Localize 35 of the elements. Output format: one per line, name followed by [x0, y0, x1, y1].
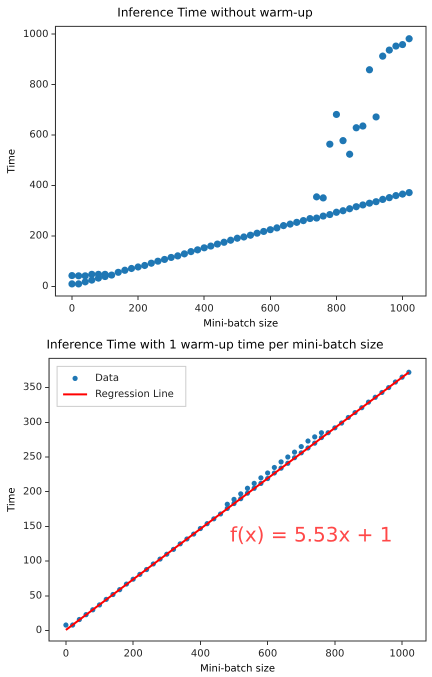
- x-tick-label: 400: [190, 648, 210, 660]
- y-tick-label: 200: [22, 486, 42, 498]
- x-tick-label: 400: [194, 304, 214, 315]
- annotation: f(x) = 5.53x + 1: [230, 522, 393, 547]
- chart-title: Inference Time without warm-up: [117, 5, 313, 20]
- y-tick-label: 50: [29, 590, 42, 602]
- x-tick-label: 200: [124, 648, 143, 660]
- chart-title: Inference Time with 1 warm-up time per mini-batch size: [46, 337, 384, 352]
- x-tick-label: 200: [128, 304, 148, 315]
- y-axis-title: Time: [6, 487, 18, 513]
- x-tick-label: 800: [325, 648, 344, 660]
- y-tick-label: 300: [22, 416, 42, 428]
- y-tick-label: 600: [29, 130, 48, 141]
- y-tick-label: 150: [22, 521, 42, 532]
- y-tick-label: 250: [22, 452, 42, 463]
- y-tick-label: 0: [36, 625, 42, 636]
- x-tick-label: 0: [62, 648, 70, 660]
- x-tick-label: 1000: [390, 304, 416, 315]
- x-axis-title: Mini-batch size: [203, 318, 278, 330]
- legend-label: Data: [95, 372, 119, 384]
- x-tick-label: 1000: [389, 648, 415, 660]
- x-tick-label: 0: [68, 304, 76, 315]
- y-tick-label: 400: [29, 180, 48, 192]
- y-axis-title: Time: [6, 148, 18, 174]
- y-tick-label: 800: [29, 79, 48, 90]
- y-tick-label: 0: [42, 281, 48, 292]
- y-tick-label: 350: [22, 382, 42, 394]
- x-tick-label: 600: [260, 304, 280, 315]
- y-tick-label: 1000: [22, 28, 48, 40]
- x-tick-label: 800: [326, 304, 346, 315]
- x-axis-title: Mini-batch size: [200, 664, 276, 675]
- y-tick-label: 100: [22, 556, 42, 567]
- x-tick-label: 600: [258, 648, 278, 660]
- y-tick-label: 200: [29, 230, 48, 242]
- legend-label: Regression Line: [95, 388, 174, 400]
